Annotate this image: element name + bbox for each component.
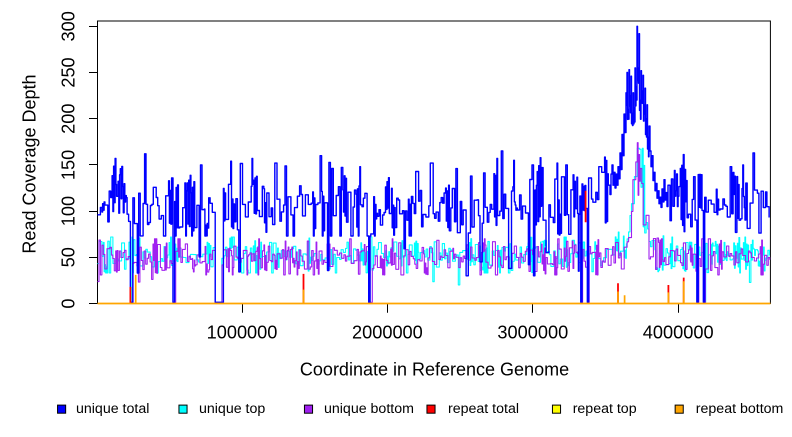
svg-text:Read Coverage Depth: Read Coverage Depth: [20, 74, 40, 253]
svg-text:250: 250: [59, 57, 79, 87]
svg-text:4000000: 4000000: [643, 323, 714, 343]
svg-text:50: 50: [59, 247, 79, 267]
svg-text:0: 0: [59, 298, 79, 308]
svg-text:unique bottom: unique bottom: [324, 401, 414, 417]
svg-text:3000000: 3000000: [497, 323, 568, 343]
svg-text:repeat bottom: repeat bottom: [696, 401, 784, 417]
svg-text:Coordinate in Reference Genome: Coordinate in Reference Genome: [300, 359, 569, 379]
svg-text:1000000: 1000000: [207, 323, 278, 343]
svg-text:300: 300: [59, 11, 79, 41]
svg-text:200: 200: [59, 104, 79, 134]
svg-text:repeat top: repeat top: [573, 401, 637, 417]
svg-text:repeat total: repeat total: [448, 401, 519, 417]
svg-text:100: 100: [59, 196, 79, 226]
svg-text:150: 150: [59, 150, 79, 180]
svg-text:2000000: 2000000: [352, 323, 423, 343]
svg-text:unique top: unique top: [199, 401, 265, 417]
svg-text:unique total: unique total: [76, 401, 149, 417]
